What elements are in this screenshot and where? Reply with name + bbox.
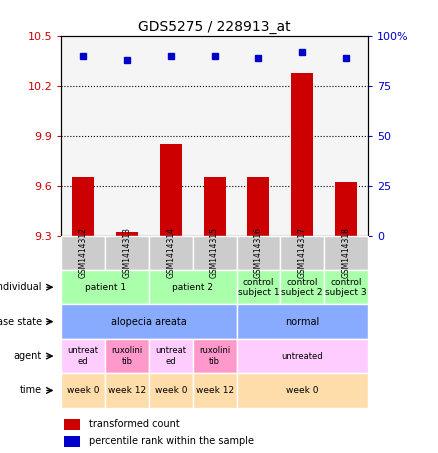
Text: control
subject 1: control subject 1 <box>237 278 279 297</box>
Text: agent: agent <box>14 351 42 361</box>
Text: GSM1414315: GSM1414315 <box>210 227 219 278</box>
Text: GSM1414317: GSM1414317 <box>298 227 307 278</box>
Bar <box>116 232 138 236</box>
Text: patient 2: patient 2 <box>172 283 213 292</box>
Bar <box>64 436 80 447</box>
Text: week 0: week 0 <box>155 386 187 395</box>
Text: transformed count: transformed count <box>89 419 180 429</box>
Bar <box>204 178 226 236</box>
Text: control
subject 2: control subject 2 <box>282 278 323 297</box>
Text: patient 1: patient 1 <box>85 283 126 292</box>
Text: ruxolini
tib: ruxolini tib <box>199 347 230 366</box>
Bar <box>105 236 149 270</box>
Bar <box>149 339 193 373</box>
Text: GSM1414314: GSM1414314 <box>166 227 175 278</box>
Bar <box>64 419 80 429</box>
Bar <box>193 236 237 270</box>
Bar <box>280 236 324 270</box>
Bar <box>149 373 193 408</box>
Title: GDS5275 / 228913_at: GDS5275 / 228913_at <box>138 20 291 34</box>
Text: GSM1414318: GSM1414318 <box>342 227 350 278</box>
Text: alopecia areata: alopecia areata <box>111 317 187 327</box>
Bar <box>335 183 357 236</box>
Bar <box>324 236 368 270</box>
Bar <box>61 373 105 408</box>
Bar <box>61 270 149 304</box>
Text: time: time <box>20 386 42 395</box>
Text: untreat
ed: untreat ed <box>68 347 99 366</box>
Bar <box>72 178 94 236</box>
Bar <box>291 73 313 236</box>
Bar <box>105 373 149 408</box>
Text: GSM1414312: GSM1414312 <box>79 227 88 278</box>
Text: GSM1414313: GSM1414313 <box>123 227 131 278</box>
Bar <box>237 236 280 270</box>
Text: week 12: week 12 <box>195 386 234 395</box>
Text: individual: individual <box>0 282 42 292</box>
Text: week 0: week 0 <box>286 386 318 395</box>
Bar <box>149 270 237 304</box>
Bar <box>61 236 105 270</box>
Bar <box>193 339 237 373</box>
Text: ruxolini
tib: ruxolini tib <box>111 347 143 366</box>
Bar <box>247 178 269 236</box>
Bar <box>149 236 193 270</box>
Text: normal: normal <box>285 317 319 327</box>
Text: week 12: week 12 <box>108 386 146 395</box>
Text: untreat
ed: untreat ed <box>155 347 186 366</box>
Text: GSM1414316: GSM1414316 <box>254 227 263 278</box>
Bar <box>280 270 324 304</box>
Bar <box>324 270 368 304</box>
Text: control
subject 3: control subject 3 <box>325 278 367 297</box>
Bar <box>160 144 182 236</box>
Bar <box>193 373 237 408</box>
Text: week 0: week 0 <box>67 386 99 395</box>
Text: disease state: disease state <box>0 317 42 327</box>
Bar <box>237 304 368 339</box>
Bar <box>237 373 368 408</box>
Bar <box>237 270 280 304</box>
Bar <box>61 304 237 339</box>
Text: percentile rank within the sample: percentile rank within the sample <box>89 436 254 446</box>
Bar <box>237 339 368 373</box>
Text: untreated: untreated <box>281 352 323 361</box>
Bar <box>105 339 149 373</box>
Bar <box>61 339 105 373</box>
